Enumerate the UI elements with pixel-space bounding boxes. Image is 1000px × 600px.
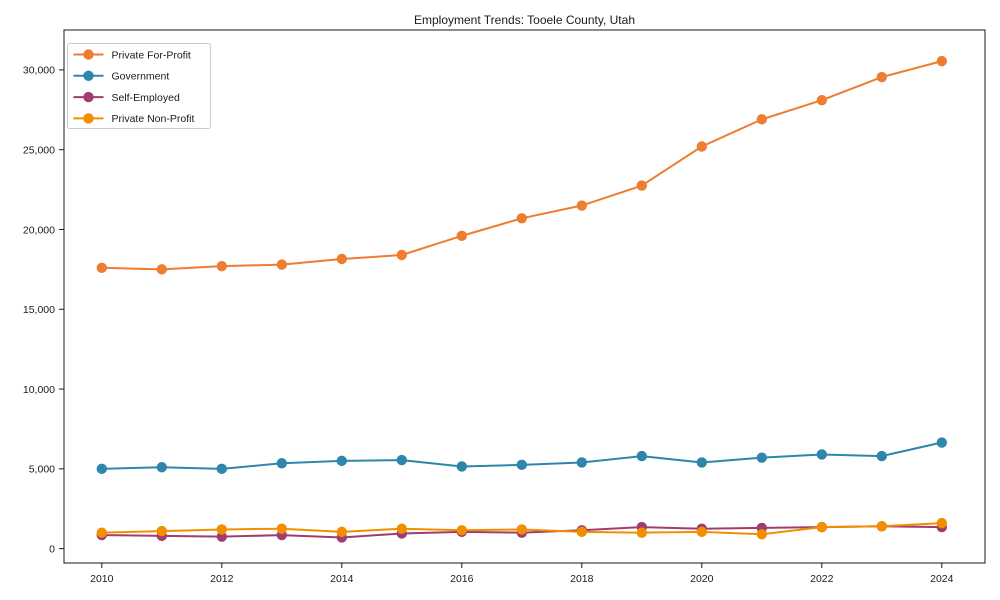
data-point-private-non-profit [696,526,707,538]
data-point-government [816,449,827,460]
data-point-private-for-profit [396,249,407,261]
data-point-private-non-profit [396,523,407,534]
x-tick-label: 2014 [330,573,354,585]
y-tick-label: 0 [49,543,55,555]
legend-swatch-marker [83,91,94,103]
data-point-government [396,454,407,466]
legend-swatch-marker [83,113,94,124]
x-tick-label: 2016 [450,573,474,585]
legend-label: Government [112,71,170,83]
data-point-private-non-profit [216,524,227,535]
data-point-private-non-profit [936,517,947,529]
data-point-private-non-profit [636,527,647,538]
legend-swatch-marker [83,49,94,60]
data-point-government [336,455,347,467]
y-tick-label: 15,000 [23,304,55,316]
legend-label: Private Non-Profit [112,113,195,125]
y-tick-label: 20,000 [23,224,55,236]
chart-title: Employment Trends: Tooele County, Utah [413,13,635,27]
data-point-government [216,463,227,475]
plot-border [63,29,986,564]
data-point-government [756,452,767,463]
data-point-private-non-profit [156,525,167,537]
y-tick-label: 25,000 [23,144,55,156]
data-point-government [456,461,467,472]
legend-box [67,43,211,129]
data-point-private-non-profit [516,524,527,535]
data-point-private-for-profit [936,55,947,67]
data-point-private-for-profit [516,213,527,224]
data-point-government [276,458,287,469]
data-point-government [876,450,887,462]
x-tick-label: 2022 [810,573,834,585]
data-point-government [696,457,707,468]
data-point-private-non-profit [276,523,287,534]
data-point-government [96,463,108,475]
data-point-government [636,450,647,462]
data-point-private-for-profit [96,262,108,273]
y-tick-label: 30,000 [23,65,55,77]
y-tick-label: 5,000 [29,464,55,476]
x-tick-label: 2010 [90,573,114,585]
data-point-private-non-profit [336,526,347,538]
data-point-private-non-profit [756,529,767,540]
data-point-private-non-profit [96,527,108,538]
legend-swatch-marker [83,70,94,82]
y-tick-label: 10,000 [23,384,55,396]
data-point-private-non-profit [876,521,887,532]
data-point-government [516,459,527,471]
data-point-private-for-profit [876,71,887,83]
legend-label: Private For-Profit [112,49,191,61]
data-point-government [576,457,587,468]
data-point-government [936,437,947,448]
x-tick-label: 2018 [570,573,594,585]
data-point-private-for-profit [636,180,647,191]
x-tick-label: 2024 [930,573,954,585]
data-point-private-for-profit [816,95,827,106]
data-point-private-for-profit [756,114,767,125]
data-point-private-non-profit [456,525,467,536]
x-tick-label: 2012 [210,573,234,585]
x-tick-label: 2020 [690,573,714,585]
data-point-private-non-profit [816,521,827,533]
data-point-private-non-profit [576,526,587,538]
data-point-private-for-profit [216,260,227,272]
data-point-private-for-profit [456,230,467,242]
data-point-private-for-profit [336,253,347,265]
data-point-government [156,462,167,473]
data-point-self-employed [216,531,227,542]
data-point-private-for-profit [276,259,287,270]
data-point-private-for-profit [156,264,167,275]
series-line-private-for-profit [100,60,943,271]
data-point-private-for-profit [576,200,587,211]
data-point-private-for-profit [696,141,707,152]
legend-label: Self-Employed [112,92,180,104]
